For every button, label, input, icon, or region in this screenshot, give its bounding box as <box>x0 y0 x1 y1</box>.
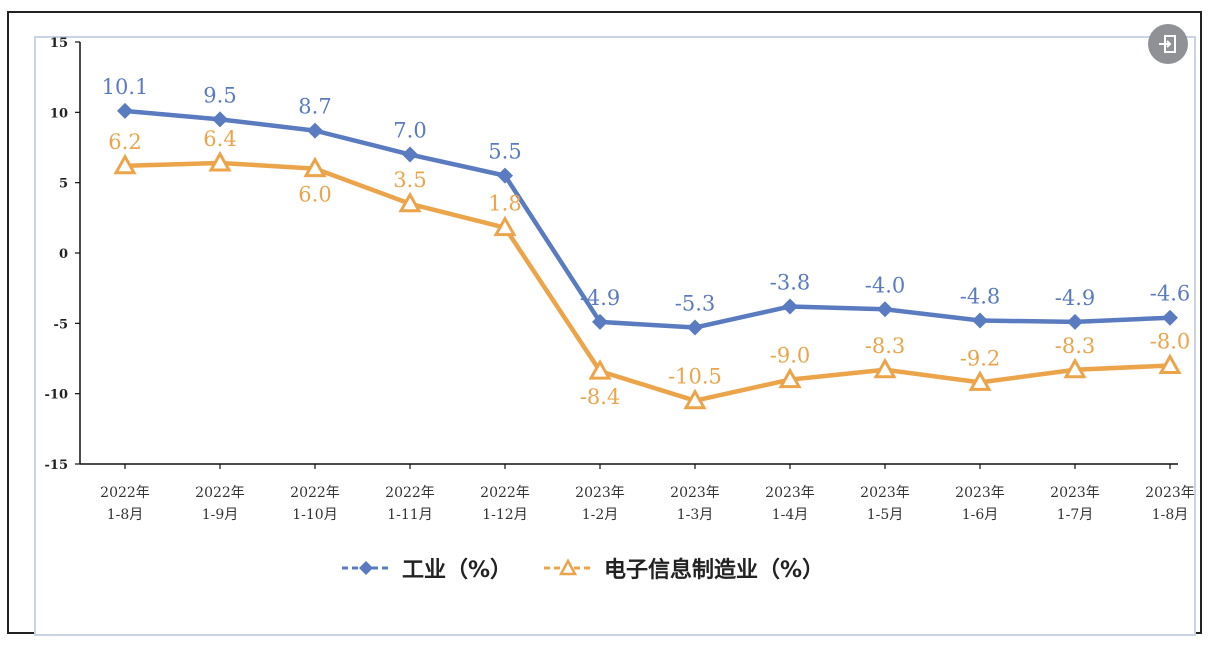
x-tick-label-period: 1-6月 <box>962 507 999 523</box>
data-point-triangle <box>1063 357 1087 379</box>
data-label: -4.0 <box>865 273 906 297</box>
x-tick-label-year: 2023年 <box>765 485 815 501</box>
series-line-1 <box>122 160 1173 403</box>
legend-marker-triangle <box>544 558 593 576</box>
x-tick-label-year: 2022年 <box>385 485 435 501</box>
x-tick-label-period: 1-9月 <box>202 507 239 523</box>
data-point-diamond <box>117 102 133 119</box>
x-tick-label-period: 1-7月 <box>1057 507 1094 523</box>
x-tick-label-year: 2023年 <box>955 485 1005 501</box>
data-point-triangle <box>493 215 517 237</box>
data-label: 5.5 <box>488 140 521 164</box>
data-point-triangle <box>303 156 327 178</box>
x-tick-label-period: 1-11月 <box>387 507 432 523</box>
data-label: -8.3 <box>865 334 906 358</box>
data-point-triangle <box>778 367 802 389</box>
y-tick-label: -15 <box>45 458 69 473</box>
data-label: 7.0 <box>393 119 426 143</box>
data-point-diamond <box>592 313 608 330</box>
x-tick-label-period: 1-5月 <box>867 507 904 523</box>
exit-icon <box>1159 35 1176 53</box>
x-tick-label-period: 1-8月 <box>1152 507 1189 523</box>
x-tick-label-period: 1-12月 <box>482 507 527 523</box>
y-tick-label: -5 <box>54 317 68 332</box>
x-tick-label-period: 1-3月 <box>677 507 714 523</box>
data-point-triangle <box>208 150 232 172</box>
x-tick-label-year: 2023年 <box>1145 485 1195 501</box>
data-point-diamond <box>1162 309 1178 326</box>
data-point-diamond <box>877 301 893 318</box>
data-label: 8.7 <box>298 95 331 119</box>
y-tick-label: 5 <box>59 177 68 192</box>
data-point-triangle <box>113 153 137 175</box>
data-point-diamond <box>782 298 798 315</box>
x-tick-label-year: 2023年 <box>575 485 625 501</box>
chart-panel <box>34 36 1196 636</box>
x-tick-label-year: 2022年 <box>100 485 150 501</box>
data-label: 1.8 <box>488 192 521 216</box>
x-tick-label-year: 2023年 <box>860 485 910 501</box>
data-label: -3.8 <box>770 270 811 294</box>
data-point-diamond <box>402 146 418 163</box>
data-label: -8.3 <box>1055 334 1096 358</box>
data-point-triangle <box>968 370 992 391</box>
legend-item-electronics: 电子信息制造业（%） <box>542 552 824 584</box>
x-tick-label-year: 2022年 <box>290 485 340 501</box>
data-label: 3.5 <box>393 168 426 192</box>
data-label: -4.9 <box>580 286 621 310</box>
y-tick-label: 10 <box>50 106 68 121</box>
x-tick-label-year: 2022年 <box>195 485 245 501</box>
data-point-diamond <box>212 111 228 128</box>
data-label: 6.2 <box>108 130 141 154</box>
data-label: -4.6 <box>1150 282 1191 306</box>
x-tick-label-period: 1-2月 <box>582 507 619 523</box>
data-label: -10.5 <box>668 365 722 389</box>
data-point-diamond <box>307 122 323 139</box>
data-point-triangle <box>588 359 612 380</box>
legend-label-industry: 工业（%） <box>402 558 513 583</box>
legend-label-electronics: 电子信息制造业（%） <box>604 558 825 583</box>
data-point-diamond <box>972 312 988 329</box>
data-label: -9.2 <box>960 346 1001 370</box>
data-point-triangle <box>873 357 897 379</box>
legend-item-industry: 工业（%） <box>340 552 512 584</box>
data-label: 10.1 <box>102 75 149 99</box>
data-label: -8.4 <box>580 385 621 409</box>
data-label: -4.9 <box>1055 286 1096 310</box>
x-tick-label-year: 2022年 <box>480 485 530 501</box>
data-label: -5.3 <box>675 292 716 316</box>
data-point-triangle <box>683 388 707 410</box>
chart-legend: 工业（%） 电子信息制造业（%） <box>340 552 854 584</box>
data-point-diamond <box>687 319 703 336</box>
data-label: -9.0 <box>770 344 811 368</box>
y-tick-label: 15 <box>50 36 68 51</box>
data-label: 6.4 <box>203 127 236 151</box>
data-point-diamond <box>1067 313 1083 330</box>
x-tick-label-year: 2023年 <box>670 485 720 501</box>
data-label: -8.0 <box>1150 330 1191 354</box>
data-label: 9.5 <box>203 83 236 107</box>
x-tick-label-period: 1-8月 <box>107 507 144 523</box>
data-label: 6.0 <box>298 183 331 207</box>
x-tick-label-year: 2023年 <box>1050 485 1100 501</box>
legend-marker-diamond <box>342 561 390 575</box>
data-point-triangle <box>1158 353 1182 375</box>
data-label: -4.8 <box>960 285 1001 309</box>
exit-button[interactable] <box>1148 24 1188 64</box>
data-point-triangle <box>398 191 422 213</box>
y-tick-label: 0 <box>59 247 68 262</box>
data-point-diamond <box>497 167 513 184</box>
series-line-0 <box>122 108 1173 330</box>
x-tick-label-period: 1-10月 <box>292 507 337 523</box>
y-tick-label: -10 <box>45 388 69 403</box>
x-tick-label-period: 1-4月 <box>772 507 809 523</box>
